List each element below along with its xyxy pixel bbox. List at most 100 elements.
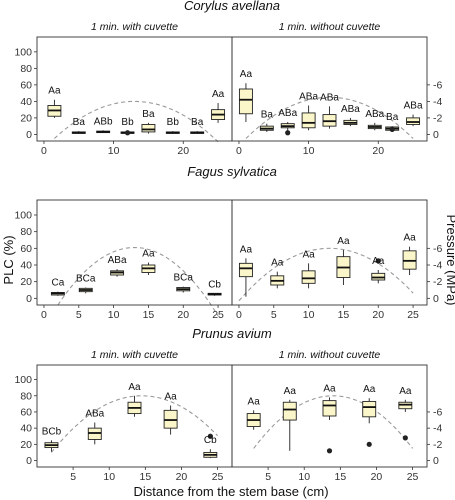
y-tick-label: 20 [20,439,32,451]
x-tick-label: 20 [177,309,189,321]
species-title: Corylus avellana [184,0,280,13]
outlier-point [375,258,381,264]
x-axis-label: Distance from the stem base (cm) [133,484,328,499]
group-label: Aa [248,396,261,407]
y-tick-label: 0 [26,455,32,467]
x-tick-label: 15 [338,309,350,321]
y-tick-label: 0 [26,293,32,305]
y-tick-label: 80 [20,226,32,238]
box [322,400,337,417]
x-tick-label: 10 [298,471,310,483]
y-tick-label: 40 [20,423,32,435]
x-tick-label: 15 [139,471,151,483]
y-tick-label: 40 [20,260,32,272]
y2-tick-label: -6 [433,406,442,418]
group-label: Aa [372,256,385,267]
box [301,112,316,129]
group-label: Aa [284,386,297,397]
y-tick-label: 80 [20,63,32,75]
outlier-point [285,130,291,136]
panel: 0 20 40 60 80 100 Ca BCa ABa Aa BCa Cb 0 5 10 15 20 25 [14,199,233,321]
group-label: ABa [404,101,423,112]
y2-tick-label: -4 [433,96,442,108]
group-label: Aa [271,258,284,269]
x-tick-label: 5 [271,309,277,321]
x-tick-label: 20 [176,471,188,483]
facet-title: 1 min. without cuvette [279,349,381,361]
group-label: ABa [365,109,384,120]
y-tick-label: 100 [14,210,32,222]
group-label: Aa [337,236,350,247]
group-label: Ca [51,278,64,289]
y2-tick-label: 0 [433,455,439,467]
panel: 0 -2 -4 -6 Aa Aa Aa Aa Aa Aa 0 5 10 15 20 25 [231,199,442,321]
group-label: Ba [142,109,155,120]
outlier-point [366,441,372,447]
y2-tick-label: 0 [433,293,439,305]
group-label: Aa [48,86,61,97]
x-tick-label: 20 [371,471,383,483]
x-tick-label: 20 [372,145,384,157]
pressure-curve [253,395,414,449]
x-tick-label: 15 [143,309,155,321]
x-tick-label: 15 [334,471,346,483]
pressure-curve [238,247,414,302]
x-tick-label: 0 [41,145,47,157]
y2-tick-label: -2 [433,276,442,288]
y-tick-label: 100 [14,46,32,58]
y-tick-label: 60 [20,79,32,91]
group-label: ABa [341,104,360,115]
group-label: Aa [164,391,177,402]
group-label: BCa [174,273,194,284]
x-tick-label: 5 [70,471,76,483]
outlier-point [207,433,213,439]
y-tick-label: 60 [20,406,32,418]
x-tick-label: 10 [108,145,120,157]
group-label: Aa [302,249,315,260]
group-label: ABa [108,255,127,266]
group-label: ABa [278,108,297,119]
outlier-point [389,126,395,133]
x-tick-label: 25 [407,471,419,483]
group-label: Aa [363,384,376,395]
box [282,401,297,421]
panel: 0 20 40 60 80 100 BCb ABa Aa Aa Cb 5 10 15 20 25 1 min. … [14,349,233,483]
x-tick-label: 10 [303,145,315,157]
group-label: ABa [299,92,318,103]
y-axis-right-label: Pressure (MPa) [444,214,455,305]
group-label: Aa [128,382,141,393]
y2-tick-label: -6 [433,79,442,91]
group-label: Ba [386,112,399,123]
species-title: Fagus sylvatica [187,164,277,179]
x-tick-label: 25 [407,309,419,321]
outlier-point [326,448,333,454]
x-tick-label: 5 [265,471,271,483]
y-tick-label: 100 [14,374,32,386]
x-tick-label: 0 [41,309,47,321]
y2-tick-label: -4 [433,260,442,272]
group-label: Aa [399,386,412,397]
group-label: Aa [212,89,225,100]
y2-tick-label: -2 [433,112,442,124]
pressure-curve [54,100,219,143]
box [362,400,377,418]
y-tick-label: 0 [26,129,32,141]
facet-title: 1 min. with cuvette [91,349,178,361]
x-tick-label: 10 [103,471,115,483]
y-tick-label: 60 [20,243,32,255]
group-label: BCa [76,274,96,285]
group-label: Ba [261,110,274,121]
group-label: Ba [191,117,204,128]
y2-tick-label: 0 [433,129,439,141]
outlier-point [124,130,131,136]
x-tick-label: 20 [372,309,384,321]
group-label: ABa [85,408,104,419]
y2-tick-label: -4 [433,423,442,435]
group-label: Aa [403,233,416,244]
pressure-curve [245,96,414,139]
box [238,88,253,115]
group-label: Aa [142,249,155,260]
x-tick-label: 5 [76,309,82,321]
